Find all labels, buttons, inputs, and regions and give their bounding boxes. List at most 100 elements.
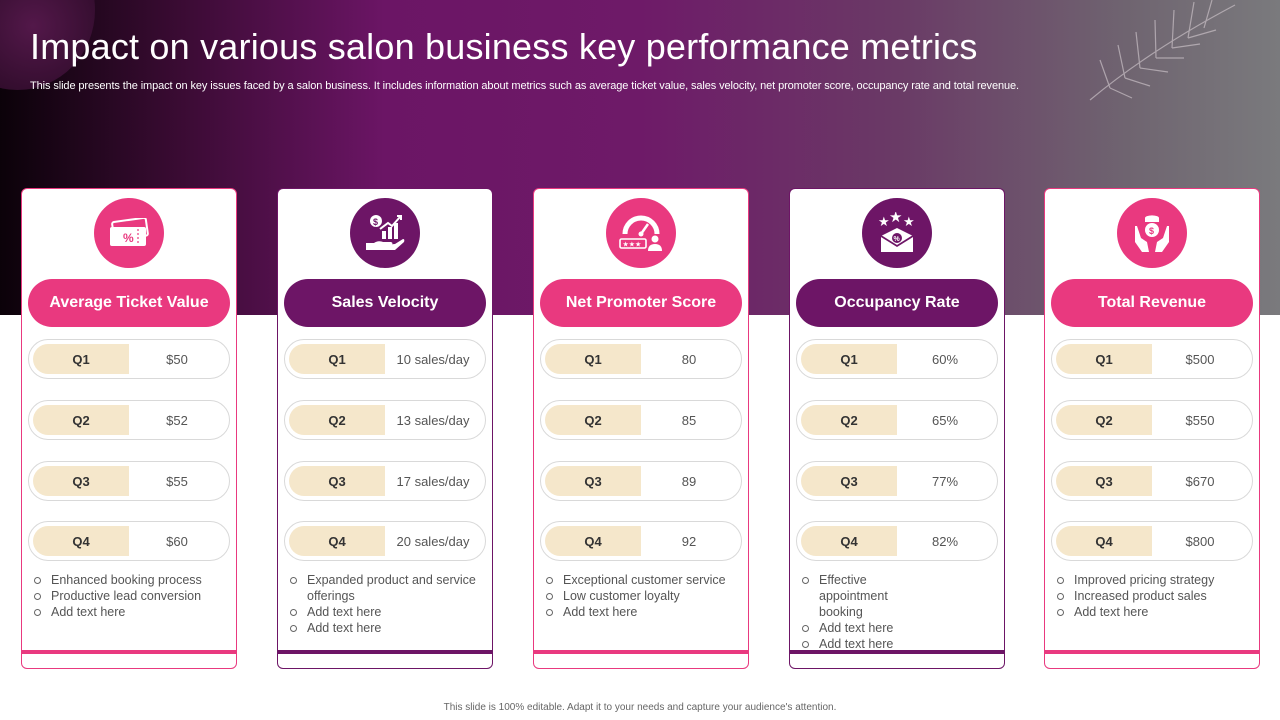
quarter-label: Q1 bbox=[33, 344, 129, 374]
quarter-row: Q1 $50 bbox=[28, 339, 230, 379]
card-title: Average Ticket Value bbox=[28, 279, 230, 327]
quarter-value: 89 bbox=[681, 473, 697, 489]
bullet-item: Expanded product and service offerings bbox=[288, 572, 488, 604]
ticket-percent-icon: % bbox=[94, 198, 164, 268]
quarter-label: Q1 bbox=[1056, 344, 1152, 374]
quarter-label: Q2 bbox=[289, 405, 385, 435]
kpi-card-total-revenue: $ Total Revenue Q1 $500 Q2 $550 Q3 $670 … bbox=[1044, 188, 1260, 669]
quarter-label: Q4 bbox=[801, 526, 897, 556]
kpi-card-net-promoter-score: ★★★ Net Promoter Score Q1 80 Q2 85 Q3 89… bbox=[533, 188, 749, 669]
card-title: Sales Velocity bbox=[284, 279, 486, 327]
quarter-value: $500 bbox=[1185, 351, 1215, 367]
hand-growth-icon: $ bbox=[350, 198, 420, 268]
quarter-value: $50 bbox=[166, 351, 188, 367]
quarter-row: Q2 65% bbox=[796, 400, 998, 440]
quarter-value: 77% bbox=[931, 473, 959, 489]
quarter-value: 20 sales/day bbox=[396, 533, 470, 549]
quarter-value: $52 bbox=[166, 412, 188, 428]
quarter-value: 65% bbox=[931, 412, 959, 428]
page-title: Impact on various salon business key per… bbox=[30, 26, 978, 67]
quarter-label: Q2 bbox=[33, 405, 129, 435]
page-subtitle: This slide presents the impact on key is… bbox=[30, 80, 1019, 92]
svg-text:★: ★ bbox=[878, 215, 890, 230]
quarter-value: 92 bbox=[681, 533, 697, 549]
quarter-row: Q2 13 sales/day bbox=[284, 400, 486, 440]
quarter-row: Q1 $500 bbox=[1051, 339, 1253, 379]
bullet-item: Exceptional customer service bbox=[544, 572, 744, 588]
quarter-value: 60% bbox=[931, 351, 959, 367]
hands-coins-icon: $ bbox=[1117, 198, 1187, 268]
bullet-item: Improved pricing strategy bbox=[1055, 572, 1255, 588]
bullet-item: Add text here bbox=[544, 604, 744, 620]
bullet-item: Add text here bbox=[800, 620, 1000, 636]
bullet-list: Improved pricing strategy Increased prod… bbox=[1055, 572, 1255, 620]
svg-text:%: % bbox=[123, 231, 134, 245]
footer-note: This slide is 100% editable. Adapt it to… bbox=[443, 702, 837, 713]
stars-envelope-icon: ★ ★ ★ % bbox=[862, 198, 932, 268]
card-bottom-bar bbox=[22, 650, 236, 654]
bullet-item: Increased product sales bbox=[1055, 588, 1255, 604]
quarter-label: Q3 bbox=[545, 466, 641, 496]
svg-text:%: % bbox=[894, 236, 901, 243]
quarter-label: Q3 bbox=[1056, 466, 1152, 496]
bullet-item: Enhanced booking process bbox=[32, 572, 232, 588]
quarter-label: Q2 bbox=[545, 405, 641, 435]
quarter-label: Q3 bbox=[289, 466, 385, 496]
quarter-row: Q2 85 bbox=[540, 400, 742, 440]
quarter-label: Q2 bbox=[1056, 405, 1152, 435]
card-bottom-bar bbox=[790, 650, 1004, 654]
quarter-value: $800 bbox=[1185, 533, 1215, 549]
quarter-value: 17 sales/day bbox=[396, 473, 470, 489]
bullet-list: Expanded product and service offerings A… bbox=[288, 572, 488, 636]
quarter-row: Q4 $60 bbox=[28, 521, 230, 561]
bullet-item: Effective appointment booking bbox=[800, 572, 1000, 620]
quarter-label: Q3 bbox=[33, 466, 129, 496]
bullet-item: Add text here bbox=[800, 636, 1000, 652]
quarter-label: Q4 bbox=[545, 526, 641, 556]
quarter-row: Q3 $55 bbox=[28, 461, 230, 501]
quarter-value: $60 bbox=[166, 533, 188, 549]
bullet-item: Add text here bbox=[288, 604, 488, 620]
quarter-row: Q3 77% bbox=[796, 461, 998, 501]
quarter-row: Q1 10 sales/day bbox=[284, 339, 486, 379]
quarter-value: $550 bbox=[1185, 412, 1215, 428]
quarter-label: Q4 bbox=[289, 526, 385, 556]
kpi-card-occupancy-rate: ★ ★ ★ % Occupancy Rate Q1 60% Q2 65% Q3 … bbox=[789, 188, 1005, 669]
bullet-item: Low customer loyalty bbox=[544, 588, 744, 604]
svg-text:$: $ bbox=[373, 217, 378, 227]
card-title: Net Promoter Score bbox=[540, 279, 742, 327]
quarter-value: 85 bbox=[681, 412, 697, 428]
quarter-row: Q3 17 sales/day bbox=[284, 461, 486, 501]
quarter-row: Q3 89 bbox=[540, 461, 742, 501]
card-bottom-bar bbox=[1045, 650, 1259, 654]
bullet-list: Enhanced booking process Productive lead… bbox=[32, 572, 232, 620]
bullet-list: Exceptional customer service Low custome… bbox=[544, 572, 744, 620]
quarter-label: Q3 bbox=[801, 466, 897, 496]
quarter-row: Q2 $52 bbox=[28, 400, 230, 440]
quarter-row: Q4 92 bbox=[540, 521, 742, 561]
quarter-label: Q1 bbox=[801, 344, 897, 374]
quarter-value: 10 sales/day bbox=[396, 351, 470, 367]
quarter-row: Q2 $550 bbox=[1051, 400, 1253, 440]
svg-text:★: ★ bbox=[889, 212, 902, 226]
card-bottom-bar bbox=[278, 650, 492, 654]
card-bottom-bar bbox=[534, 650, 748, 654]
palm-leaf-decoration-icon bbox=[1089, 0, 1236, 101]
quarter-value: $55 bbox=[166, 473, 188, 489]
quarter-label: Q2 bbox=[801, 405, 897, 435]
gauge-rating-icon: ★★★ bbox=[606, 198, 676, 268]
quarter-row: Q3 $670 bbox=[1051, 461, 1253, 501]
quarter-label: Q1 bbox=[545, 344, 641, 374]
svg-text:★★★: ★★★ bbox=[623, 241, 642, 249]
quarter-row: Q1 60% bbox=[796, 339, 998, 379]
card-title: Total Revenue bbox=[1051, 279, 1253, 327]
quarter-label: Q4 bbox=[33, 526, 129, 556]
svg-text:$: $ bbox=[1149, 226, 1154, 236]
quarter-value: 82% bbox=[931, 533, 959, 549]
bullet-list: Effective appointment booking Add text h… bbox=[800, 572, 1000, 652]
quarter-row: Q1 80 bbox=[540, 339, 742, 379]
quarter-label: Q4 bbox=[1056, 526, 1152, 556]
quarter-value: 80 bbox=[681, 351, 697, 367]
quarter-row: Q4 20 sales/day bbox=[284, 521, 486, 561]
quarter-label: Q1 bbox=[289, 344, 385, 374]
